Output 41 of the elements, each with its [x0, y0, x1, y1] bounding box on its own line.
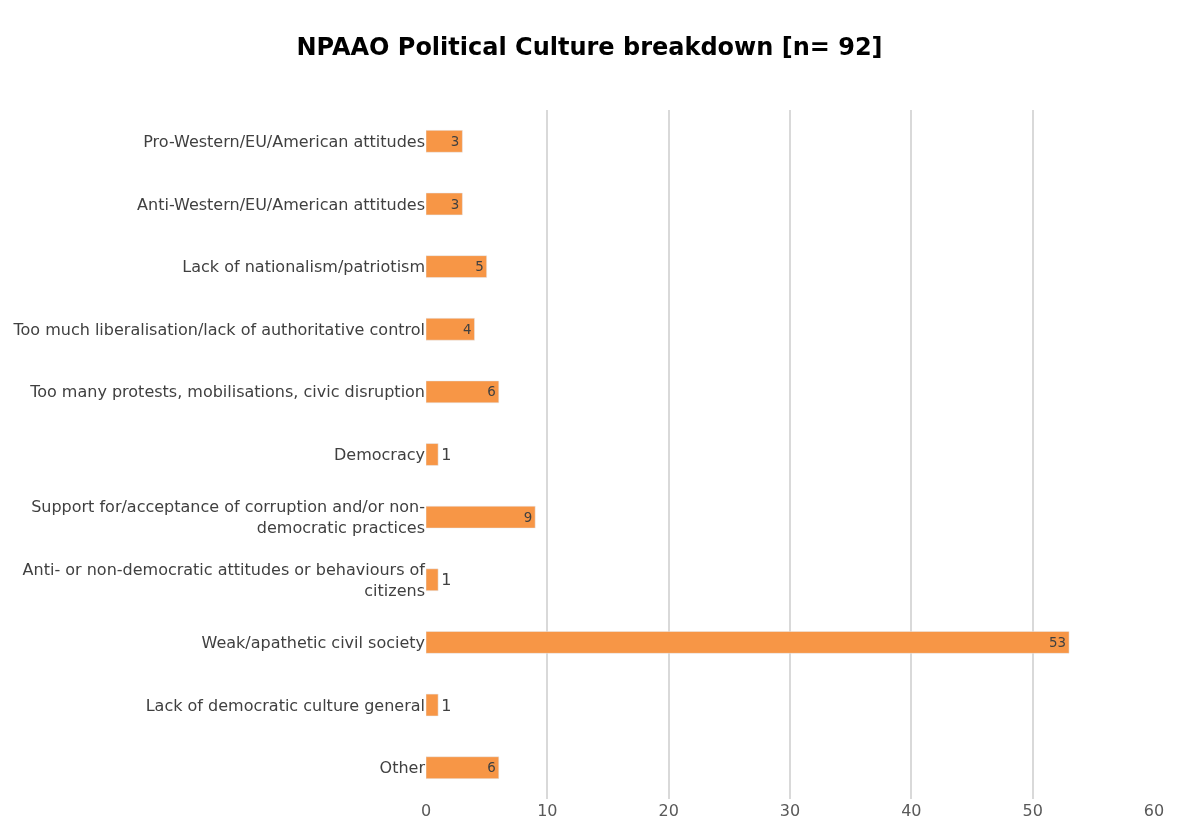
y-tick-label: Other [379, 758, 426, 778]
x-tick-label: 60 [1143, 801, 1165, 820]
data-label: 1 [441, 695, 452, 715]
x-tick-label: 50 [1022, 801, 1043, 820]
bar [426, 130, 463, 153]
bar [426, 380, 500, 404]
x-tick-label: 20 [658, 801, 679, 820]
y-tick-label: Anti- or non-democratic attitudes or behaviours of citizens [22, 559, 426, 600]
bar [426, 443, 439, 466]
bar [426, 631, 1070, 654]
data-label: 1 [441, 570, 452, 590]
y-tick-label: Support for/acceptance of corruption and/or non-democratic practices [31, 497, 425, 538]
y-tick-label: Pro-Western/EU/American attitudes [143, 131, 425, 151]
x-tick-label: 30 [779, 801, 801, 820]
data-label: 5 [475, 259, 484, 275]
data-label: 6 [487, 384, 496, 400]
data-label: 1 [441, 445, 452, 464]
x-tick-label: 40 [901, 801, 922, 820]
bar [426, 505, 536, 529]
x-tick-label: 0 [420, 801, 432, 820]
bar [426, 756, 500, 779]
data-label: 9 [523, 509, 533, 525]
bar [426, 255, 487, 278]
x-tick-label: 10 [537, 801, 558, 820]
data-label: 3 [450, 196, 460, 212]
chart-title: NPAAO Political Culture breakdown [n= 92] [296, 32, 883, 61]
y-tick-label: Lack of nationalism/patriotism [182, 257, 425, 277]
y-tick-label: Anti-Western/EU/American attitudes [137, 194, 425, 214]
data-label: 6 [487, 760, 496, 776]
bar [426, 568, 439, 591]
bar [426, 192, 463, 216]
data-label: 3 [450, 133, 460, 149]
y-tick-label: Too much liberalisation/lack of authoritative control [12, 319, 425, 339]
y-tick-label: Too many protests, mobilisations, civic disruption [29, 382, 425, 402]
bar [426, 318, 475, 341]
y-tick-label: Weak/apathetic civil society [201, 633, 425, 653]
data-label: 4 [463, 321, 472, 337]
data-label: 53 [1049, 635, 1067, 651]
y-tick-label: Lack of democratic culture general [145, 695, 425, 715]
y-tick-label: Democracy [334, 445, 425, 465]
bar [426, 693, 439, 717]
